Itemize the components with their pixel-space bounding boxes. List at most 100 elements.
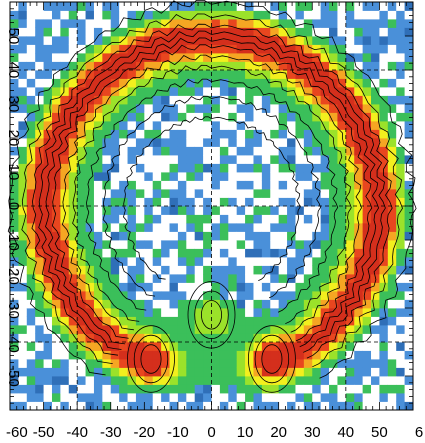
heatmap-cell [261,223,271,232]
heatmap-cell [68,10,78,20]
heatmap-cell [177,206,187,215]
heatmap-cell [51,36,61,45]
heatmap-cell [68,359,78,368]
heatmap-cell [329,299,338,309]
heatmap-cell [68,282,78,292]
heatmap-cell [337,155,347,164]
heatmap-cell [93,393,103,402]
heatmap-cell [270,61,280,71]
heatmap-cell [362,240,372,249]
heatmap-cell [329,70,338,79]
heatmap-cell [228,104,238,113]
heatmap-cell [119,70,128,79]
heatmap-cell [387,257,397,266]
heatmap-cell [102,10,112,20]
heatmap-cell [152,70,162,79]
heatmap-cell [177,189,187,198]
heatmap-cell [60,367,70,377]
heatmap-cell [329,376,338,385]
heatmap-cell [337,172,347,181]
heatmap-cell [219,231,229,241]
heatmap-cell [177,359,187,368]
heatmap-cell [152,214,162,224]
heatmap-cell [245,401,254,411]
heatmap-cell [245,325,254,334]
heatmap-cell [194,240,204,249]
heatmap-cell [194,384,204,394]
heatmap-cell [110,189,120,198]
heatmap-cell [119,44,128,54]
heatmap-cell [93,350,103,360]
heatmap-cell [261,2,271,11]
heatmap-cell [362,214,372,224]
heatmap-cell [161,197,170,207]
heatmap-cell [161,308,170,317]
heatmap-cell [144,87,154,96]
heatmap-cell [396,61,406,71]
heatmap-cell [303,2,313,11]
heatmap-cell [219,78,229,88]
heatmap-cell [362,265,372,275]
heatmap-cell [186,112,196,122]
heatmap-cell [127,95,137,105]
heatmap-cell [85,376,95,385]
heatmap-cell [245,376,254,385]
heatmap-cell [35,95,44,105]
heatmap-cell [371,231,380,241]
heatmap-cell [362,112,372,122]
heatmap-cell [186,376,196,385]
heatmap-cell [43,282,53,292]
heatmap-cell [135,291,145,300]
heatmap-cell [110,138,120,147]
heatmap-cell [211,146,221,156]
heatmap-cell [245,112,254,122]
heatmap-cell [396,274,406,283]
heatmap-cell [261,172,271,181]
heatmap-cell [404,78,414,88]
heatmap-cell [26,10,36,20]
heatmap-cell [203,342,212,351]
x-tick-label: -60 [6,424,28,441]
heatmap-cell [35,223,44,232]
heatmap-cell [85,121,95,130]
heatmap-cell [43,367,53,377]
heatmap-cell [287,282,296,292]
heatmap-cell [337,206,347,215]
heatmap-cell [329,129,338,139]
heatmap-cell [144,53,154,62]
heatmap-cell [26,359,36,368]
heatmap-cell [177,70,187,79]
heatmap-cell [362,367,372,377]
heatmap-cell [135,2,145,11]
heatmap-cell [219,146,229,156]
heatmap-cell [219,291,229,300]
heatmap-cell [236,282,246,292]
heatmap-cell [60,359,70,368]
heatmap-cell [51,44,61,54]
heatmap-cell [60,384,70,394]
heatmap-cell [396,367,406,377]
heatmap-cell [228,129,238,139]
heatmap-cell [152,155,162,164]
heatmap-cell [211,231,221,241]
heatmap-cell [135,342,145,351]
heatmap-cell [102,138,112,147]
heatmap-cell [10,163,19,173]
heatmap-cell [169,350,179,360]
heatmap-cell [43,299,53,309]
heatmap-cell [404,214,414,224]
heatmap-cell [228,172,238,181]
heatmap-cell [337,231,347,241]
heatmap-cell [320,274,330,283]
heatmap-cell [110,95,120,105]
heatmap-cell [337,87,347,96]
heatmap-cell [119,274,128,283]
heatmap-cell [127,19,137,28]
heatmap-cell [161,19,170,28]
heatmap-cell [186,36,196,45]
heatmap-cell [287,146,296,156]
heatmap-cell [312,163,322,173]
heatmap-cell [379,36,389,45]
heatmap-cell [329,87,338,96]
heatmap-cell [362,282,372,292]
